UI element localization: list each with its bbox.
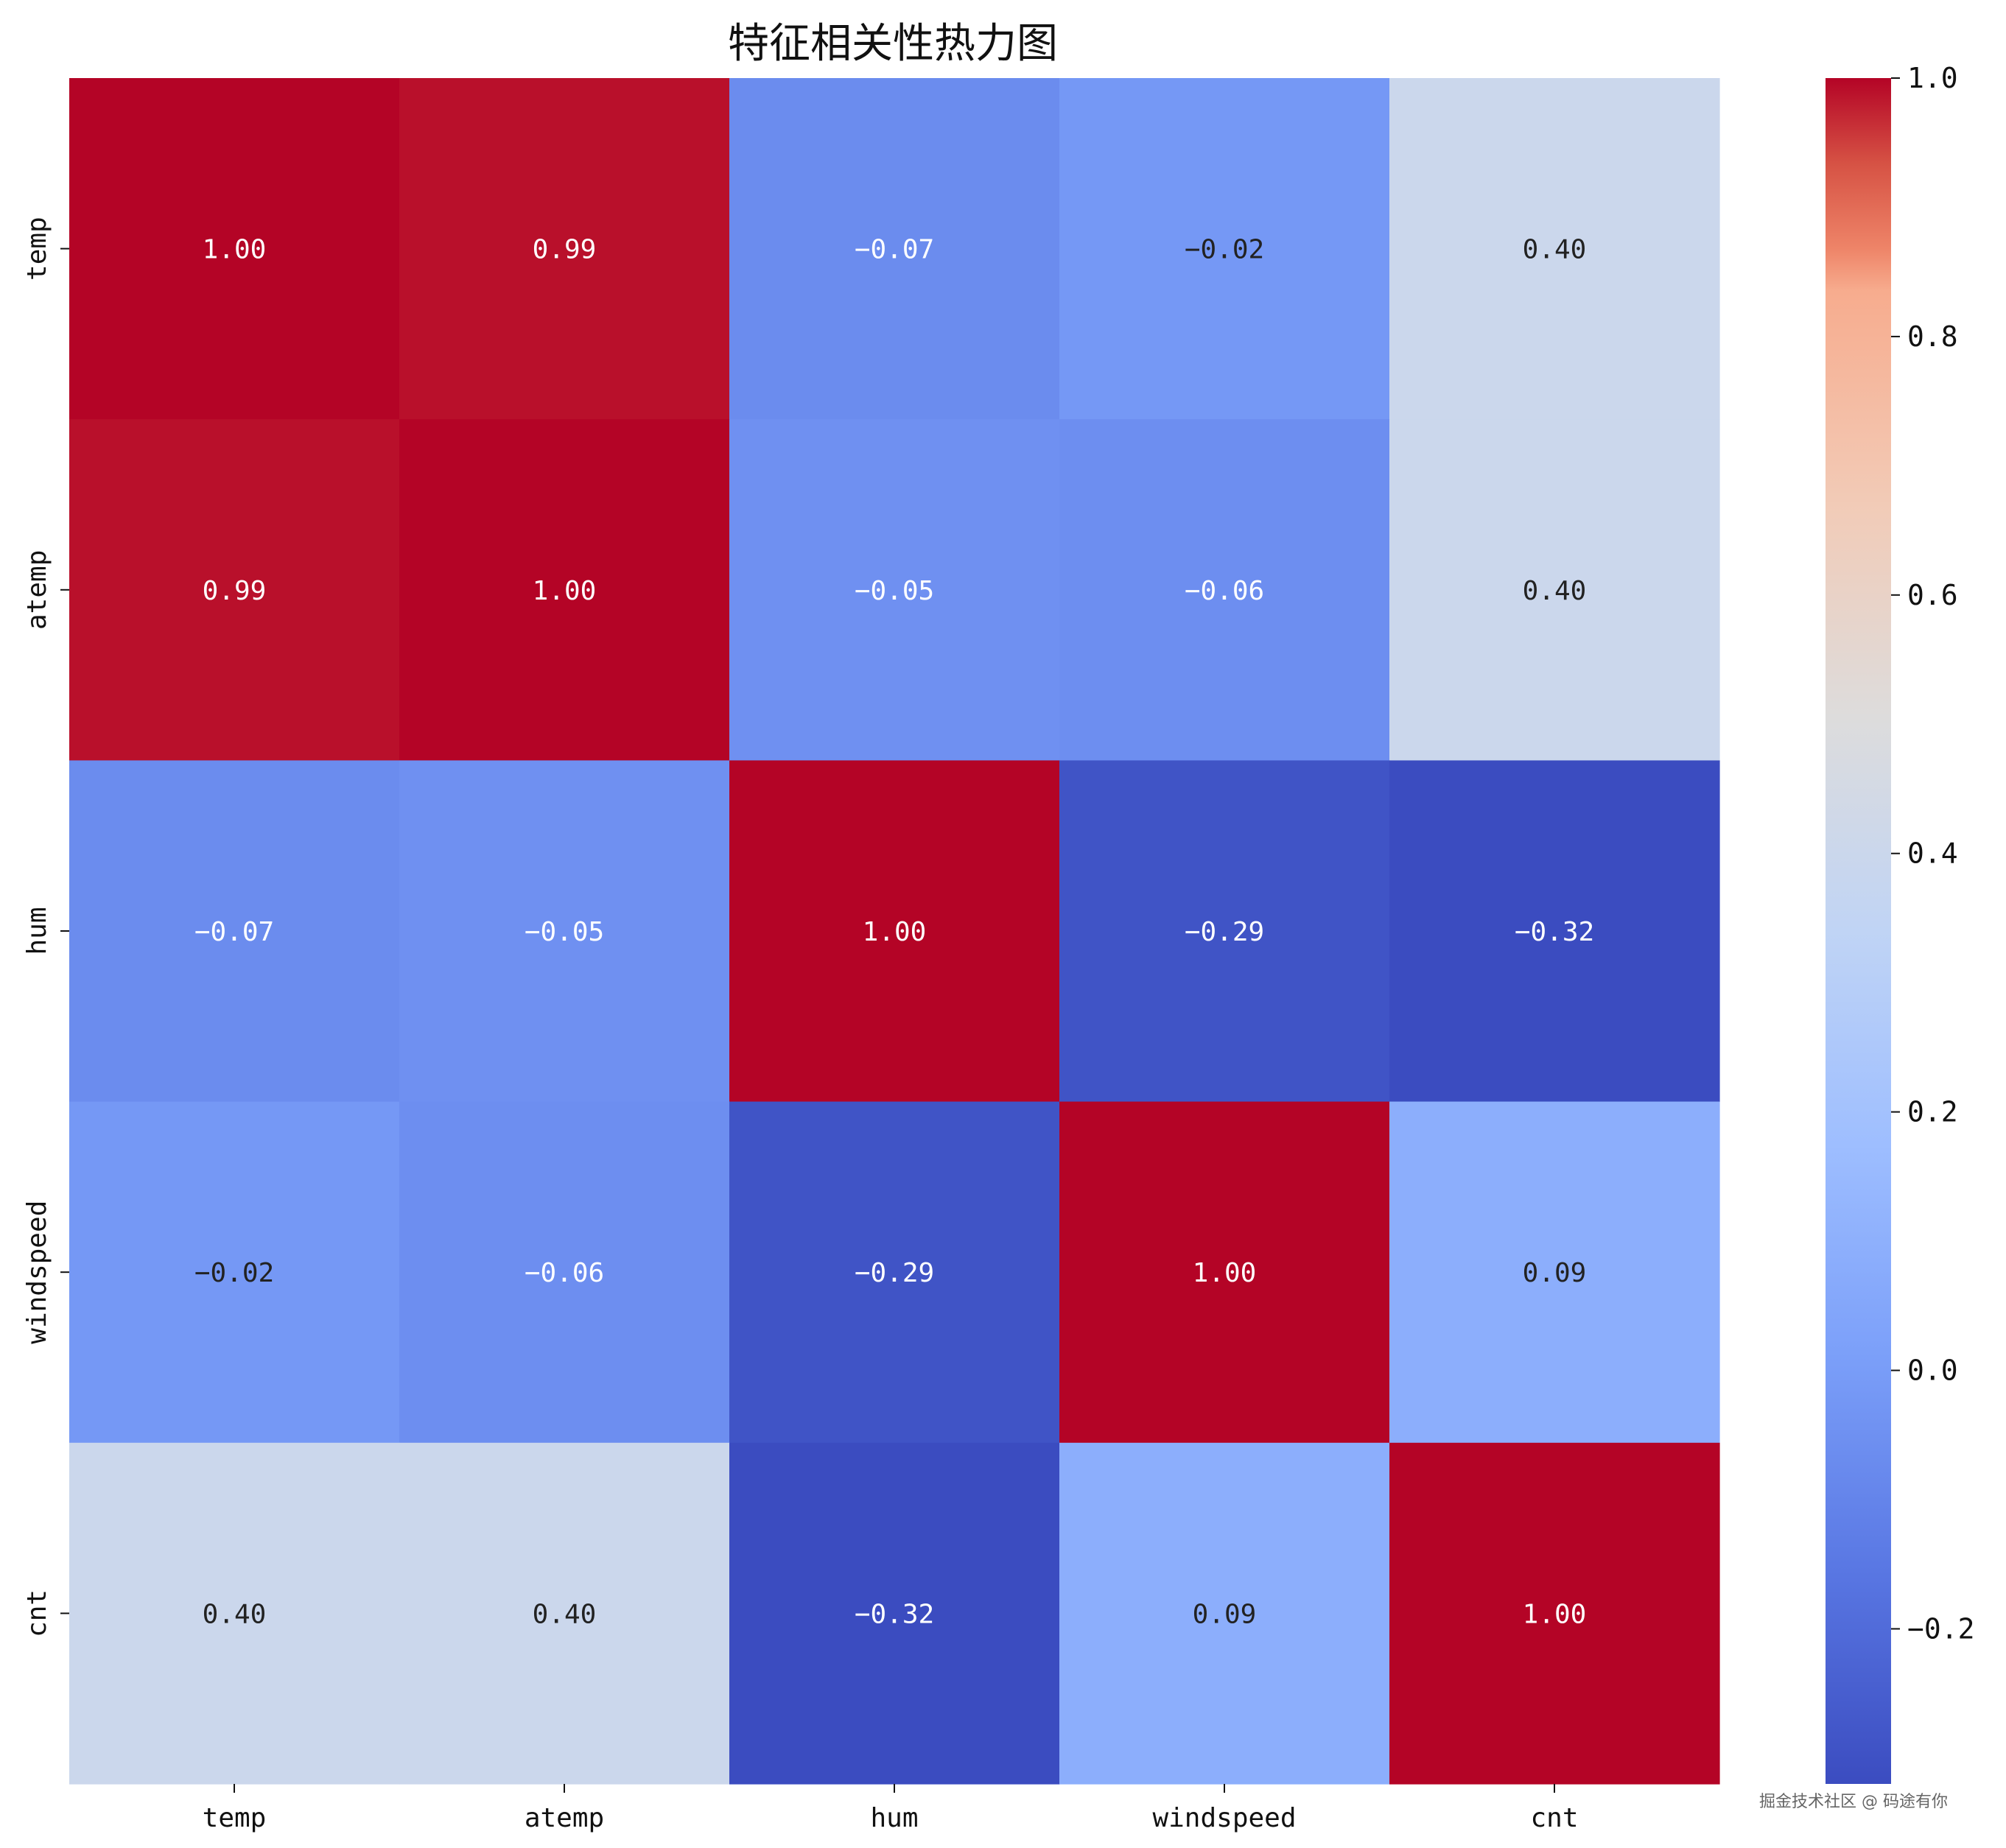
y-tick-label: temp: [22, 217, 52, 281]
cell-value-label: 1.00: [1193, 1258, 1257, 1288]
cell-value-label: 0.40: [203, 1599, 267, 1629]
heatmap-cell-windspeed-windspeed: [1059, 1101, 1390, 1444]
heatmap-cell-hum-hum: [729, 760, 1060, 1103]
cell-value-label: −0.32: [1515, 917, 1594, 947]
colorbar-tick-label: 0.8: [1907, 320, 1958, 353]
colorbar-tick-label: 0.6: [1907, 579, 1958, 611]
heatmap-cell-cnt-cnt: [1389, 1442, 1720, 1785]
y-axis: temp atemp hum windspeed cnt: [22, 217, 69, 1637]
heatmap-cell-temp-hum: [729, 78, 1060, 420]
x-tick-label: hum: [870, 1803, 918, 1833]
heatmap-cell-atemp-hum: [729, 419, 1060, 761]
cell-value-label: 0.40: [1523, 576, 1587, 606]
cell-value-label: 1.00: [1523, 1599, 1587, 1629]
heatmap-cell-windspeed-hum: [729, 1101, 1060, 1444]
cell-value-label: −0.06: [1185, 576, 1264, 606]
x-tick-label: atemp: [525, 1803, 604, 1833]
cell-value-label: 0.99: [203, 576, 267, 606]
heatmap-cell-temp-windspeed: [1059, 78, 1390, 420]
cell-value-label: 0.09: [1193, 1599, 1257, 1629]
heatmap-cell-atemp-cnt: [1389, 419, 1720, 761]
x-tick-label: cnt: [1530, 1803, 1578, 1833]
heatmap-cell-hum-cnt: [1389, 760, 1720, 1103]
heatmap-cell-atemp-windspeed: [1059, 419, 1390, 761]
cell-value-label: 0.09: [1523, 1258, 1587, 1288]
cell-value-label: −0.05: [855, 576, 934, 606]
heatmap-cell-cnt-windspeed: [1059, 1442, 1390, 1785]
cell-value-label: 0.99: [533, 235, 597, 265]
y-tick-label: cnt: [22, 1589, 52, 1637]
colorbar-tick-label: 0.4: [1907, 837, 1958, 870]
x-axis: temp atemp hum windspeed cnt: [203, 1784, 1579, 1833]
y-tick-label: windspeed: [22, 1201, 52, 1344]
heatmap-cell-windspeed-cnt: [1389, 1101, 1720, 1444]
chart-title: 特征相关性热力图: [728, 20, 1058, 68]
watermark: 掘金技术社区 @ 码途有你: [1759, 1793, 1948, 1811]
y-tick-label: atemp: [22, 550, 52, 630]
heatmap-cell-hum-atemp: [399, 760, 730, 1103]
colorbar-tick-label: 1.0: [1907, 62, 1958, 94]
colorbar-tick-label: 0.2: [1907, 1096, 1958, 1128]
x-tick-label: windspeed: [1152, 1803, 1296, 1833]
cell-value-label: −0.02: [1185, 235, 1264, 265]
heatmap-cell-hum-windspeed: [1059, 760, 1390, 1103]
cell-value-label: −0.29: [855, 1258, 934, 1288]
heatmap-cell-cnt-hum: [729, 1442, 1060, 1785]
cell-value-label: −0.07: [194, 917, 274, 947]
cell-value-label: −0.29: [1185, 917, 1264, 947]
heatmap-cell-cnt-atemp: [399, 1442, 730, 1785]
heatmap-cell-windspeed-atemp: [399, 1101, 730, 1444]
cell-value-label: −0.06: [525, 1258, 604, 1288]
cell-value-label: 1.00: [533, 576, 597, 606]
heatmap-cell-hum-temp: [69, 760, 400, 1103]
heatmap-cells: 1.00 0.99 −0.07 −0.02 0.40 0.99 1.00 −0.05 −0.06…: [69, 78, 1720, 1785]
cell-value-label: 1.00: [863, 917, 927, 947]
heatmap-cell-windspeed-temp: [69, 1101, 400, 1444]
heatmap-cell-temp-atemp: [399, 78, 730, 420]
cell-value-label: 1.00: [203, 235, 267, 265]
heatmap-cell-atemp-temp: [69, 419, 400, 761]
heatmap-cell-cnt-temp: [69, 1442, 400, 1785]
cell-value-label: −0.02: [194, 1258, 274, 1288]
cell-value-label: 0.40: [533, 1599, 597, 1629]
cell-value-label: 0.40: [1523, 235, 1587, 265]
colorbar-tick-label: −0.2: [1907, 1612, 1975, 1645]
cell-value-label: −0.05: [525, 917, 604, 947]
colorbar-tick-label: 0.0: [1907, 1355, 1958, 1387]
heatmap-cell-temp-temp: [69, 78, 400, 420]
colorbar: [1826, 78, 1891, 1784]
cell-value-label: −0.32: [855, 1599, 934, 1629]
colorbar-axis: 1.0 0.8 0.6 0.4 0.2 0.0 −0.2: [1891, 62, 1975, 1645]
y-tick-label: hum: [22, 907, 52, 955]
cell-value-label: −0.07: [855, 235, 934, 265]
x-tick-label: temp: [203, 1803, 267, 1833]
heatmap-cell-atemp-atemp: [399, 419, 730, 761]
heatmap-cell-temp-cnt: [1389, 78, 1720, 420]
